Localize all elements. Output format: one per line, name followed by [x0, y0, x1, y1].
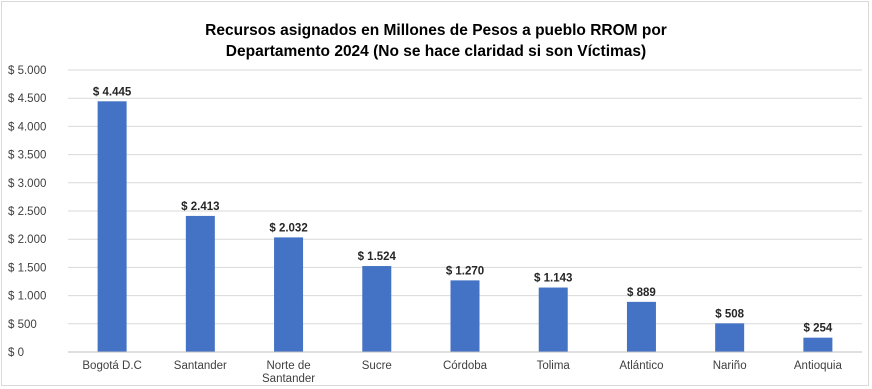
data-labels: $ 4.445 $ 2.413 $ 2.032 $ 1.524 $ 1.270 $ 1.1… — [93, 86, 833, 334]
y-tick-label: $ 3.500 — [8, 150, 46, 162]
x-category-label: Tolima — [537, 360, 571, 372]
y-tick-label: $ 2.500 — [8, 206, 46, 218]
x-category-label: Córdoba — [443, 360, 488, 372]
y-tick-label: $ 4.500 — [8, 93, 46, 105]
data-label: $ 889 — [627, 287, 656, 299]
y-tick-label: $ 0 — [8, 347, 24, 359]
x-category-label: Santander — [174, 360, 227, 372]
bar — [185, 215, 215, 352]
y-tick-label: $ 1.000 — [8, 291, 46, 303]
bars — [97, 101, 833, 352]
data-label: $ 1.270 — [446, 265, 484, 277]
y-tick-label: $ 4.000 — [8, 121, 46, 133]
y-tick-label: $ 1.500 — [8, 262, 46, 274]
data-label: $ 1.143 — [534, 273, 572, 285]
bar — [274, 237, 304, 352]
x-category-label: Sucre — [362, 360, 392, 372]
data-label: $ 1.524 — [358, 251, 397, 263]
bar — [362, 266, 392, 352]
x-category-label: Antioquia — [794, 360, 843, 372]
data-label: $ 254 — [803, 323, 832, 335]
x-axis-category-labels: Bogotá D.C Santander Norte deSantanderSucr… — [82, 360, 842, 385]
chart-title: Recursos asignados en Millones de Pesos … — [0, 20, 872, 62]
y-tick-label: $ 5.000 — [8, 65, 46, 77]
bar — [803, 337, 833, 352]
data-label: $ 4.445 — [93, 86, 132, 98]
bar — [450, 280, 480, 352]
x-category-label: Bogotá D.C — [82, 360, 141, 372]
x-category-label: Santander — [262, 373, 315, 385]
bar — [538, 287, 568, 352]
bar — [715, 323, 745, 352]
x-category-label: Nariño — [713, 360, 747, 372]
data-label: $ 2.413 — [181, 201, 219, 213]
chart-title-line-1: Recursos asignados en Millones de Pesos … — [205, 22, 667, 39]
y-tick-label: $ 500 — [8, 319, 37, 331]
data-label: $ 2.032 — [269, 222, 307, 234]
chart-title-line-2: Departamento 2024 (No se hace claridad s… — [225, 43, 647, 60]
x-category-label: Atlántico — [619, 360, 663, 372]
y-tick-label: $ 3.000 — [8, 178, 46, 190]
data-label: $ 508 — [715, 308, 744, 320]
x-category-label: Norte de — [267, 360, 311, 372]
y-tick-label: $ 2.000 — [8, 234, 46, 246]
bar — [626, 301, 656, 352]
bar — [97, 101, 127, 352]
y-axis-tick-labels: $ 0 $ 500 $ 1.000 $ 1.500 $ 2.000 $ 2.500 $ 3.… — [8, 65, 46, 359]
